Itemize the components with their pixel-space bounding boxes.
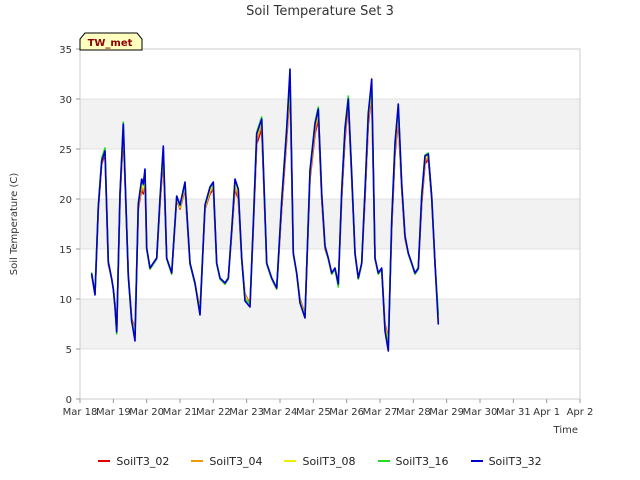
series-lines <box>90 68 440 352</box>
legend-swatch <box>191 460 204 462</box>
legend-swatch <box>470 460 483 462</box>
x-tick-label: Mar 24 <box>263 407 298 418</box>
chart-title: Soil Temperature Set 3 <box>246 4 394 19</box>
grid-band <box>80 199 580 249</box>
x-tick-label: Mar 29 <box>429 407 464 418</box>
y-tick-label: 15 <box>59 245 72 256</box>
grid-band <box>80 149 580 199</box>
legend-label: SoilT3_04 <box>209 454 263 468</box>
legend-swatch <box>377 460 390 462</box>
x-tick-label: Mar 31 <box>496 407 531 418</box>
legend-label: SoilT3_08 <box>302 454 356 468</box>
legend-item: SoilT3_08 <box>284 454 356 468</box>
grid-band <box>80 49 580 99</box>
y-tick-label: 35 <box>59 45 72 56</box>
x-tick-label: Mar 21 <box>163 407 198 418</box>
x-tick-label: Mar 19 <box>96 407 131 418</box>
legend-item: SoilT3_04 <box>191 455 262 468</box>
grid-band <box>80 349 580 399</box>
x-tick-label: Apr 2 <box>567 407 594 418</box>
y-tick-label: 25 <box>59 145 72 156</box>
y-tick-label: 0 <box>66 395 72 406</box>
grid-band <box>80 99 580 149</box>
legend-label: SoilT3_32 <box>488 454 542 468</box>
grid-band <box>80 249 580 299</box>
x-tick-label: Mar 23 <box>229 407 264 418</box>
x-tick-label: Mar 22 <box>196 407 231 418</box>
y-tick-label: 20 <box>59 195 72 206</box>
y-tick-label: 10 <box>59 295 72 306</box>
legend-swatch <box>284 460 297 462</box>
x-tick-label: Apr 1 <box>533 407 560 418</box>
x-tick-label: Mar 26 <box>329 407 364 418</box>
tw-met-label: TW_met <box>88 38 133 49</box>
x-tick-label: Mar 28 <box>396 407 431 418</box>
chart-legend: SoilT3_02 SoilT3_04 SoilT3_08 SoilT3_16 Soil… <box>0 452 640 470</box>
x-axis-label: Time <box>553 425 578 436</box>
y-axis-ticks: 0 5 10 15 20 25 30 35 <box>59 45 80 406</box>
x-tick-label: Mar 20 <box>129 407 164 418</box>
legend-item: SoilT3_02 <box>98 455 169 468</box>
legend-item: SoilT3_16 <box>377 454 449 468</box>
grid-band <box>80 299 580 349</box>
y-axis-label: Soil Temperature (C) <box>9 173 20 276</box>
y-tick-label: 30 <box>59 95 72 106</box>
series-line-soilt3_32 <box>90 68 440 352</box>
tw-met-badge-shape <box>79 32 143 51</box>
legend-label: SoilT3_16 <box>395 454 449 468</box>
grid-bands <box>80 49 580 400</box>
legend-item: SoilT3_32 <box>470 454 542 468</box>
tw-met-badge: TW_met <box>79 32 143 51</box>
x-tick-label: Mar 25 <box>296 407 331 418</box>
legend-label: SoilT3_02 <box>116 454 170 468</box>
x-tick-label: Mar 27 <box>363 407 398 418</box>
legend-swatch <box>98 460 111 462</box>
x-tick-label: Mar 30 <box>463 407 498 418</box>
y-tick-label: 5 <box>66 345 72 356</box>
x-tick-label: Mar 18 <box>63 407 98 418</box>
plot-area-border <box>79 48 581 400</box>
